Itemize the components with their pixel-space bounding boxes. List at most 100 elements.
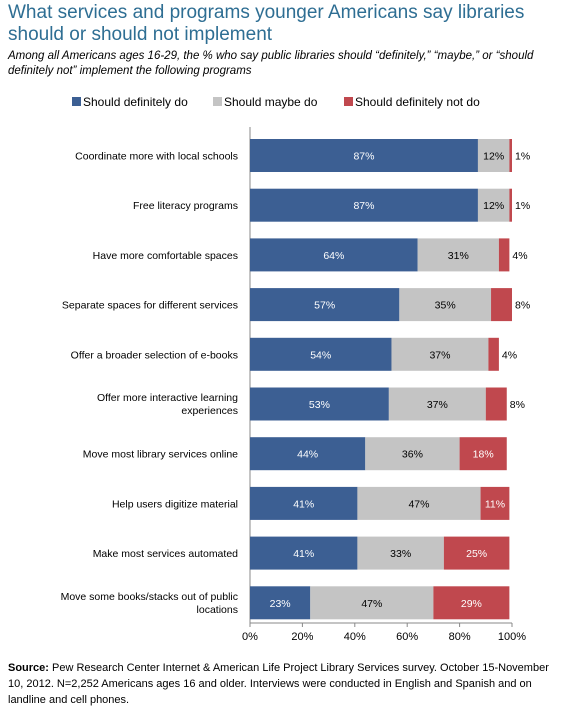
category-label: Move some books/stacks out of public loca… [61, 591, 238, 616]
data-label: 4% [512, 250, 527, 262]
bar-segment [399, 288, 492, 322]
bar-segment [250, 288, 400, 322]
x-tick-label: 0% [242, 631, 258, 643]
x-tick-label: 80% [449, 631, 471, 643]
data-label: 29% [461, 598, 482, 610]
bar-segment [250, 337, 392, 371]
data-label: 44% [297, 449, 318, 461]
data-label: 31% [448, 250, 469, 262]
data-label: 57% [314, 300, 335, 312]
source-note: Source: Pew Research Center Internet & A… [8, 660, 553, 708]
data-label: 1% [515, 151, 530, 163]
category-label-line: Coordinate more with local schools [75, 151, 238, 163]
bar-segment [477, 188, 510, 222]
data-label: 12% [483, 151, 504, 163]
data-label: 33% [390, 548, 411, 560]
bar-segment [388, 387, 486, 421]
category-label: Make most services automated [93, 548, 238, 560]
data-label: 37% [427, 399, 448, 411]
category-label-line: Free literacy programs [133, 200, 238, 212]
x-tick-label: 60% [396, 631, 418, 643]
category-label-line: Make most services automated [93, 548, 238, 560]
data-label: 87% [353, 200, 374, 212]
data-label: 36% [402, 449, 423, 461]
data-label: 87% [353, 151, 374, 163]
stacked-bar-chart: Should definitely do Should maybe do Shoul… [61, 95, 531, 643]
source-label: Source: [8, 662, 49, 674]
bar-segment [443, 536, 510, 570]
data-label: 47% [408, 498, 429, 510]
bar-segment [485, 387, 507, 421]
category-label-line: Move most library services online [83, 449, 238, 461]
data-label: 53% [309, 399, 330, 411]
bar-segment [357, 536, 444, 570]
bar-segment [250, 139, 478, 172]
bar-segment [250, 387, 389, 421]
bar-segment [459, 437, 507, 471]
legend-swatch-2 [213, 97, 222, 106]
data-label: 11% [485, 498, 505, 510]
bar-segment [250, 536, 358, 570]
legend-label-2: Should maybe do [224, 95, 318, 109]
bar-segment [250, 437, 366, 471]
chart-title: What services and programs younger Ameri… [8, 2, 525, 45]
category-label: Offer more interactive learning experienc… [97, 392, 238, 417]
category-label: Separate spaces for different services [62, 300, 238, 312]
category-label-line: experiences [181, 405, 238, 417]
bar-segment [491, 288, 512, 322]
category-label-line: Have more comfortable spaces [93, 250, 238, 262]
bar-segment [417, 238, 499, 272]
category-label: Move most library services online [83, 449, 238, 461]
data-label: 41% [293, 548, 314, 560]
bar-segment [498, 238, 510, 272]
data-label: 47% [361, 598, 382, 610]
data-label: 1% [515, 200, 530, 212]
bar-segment [310, 586, 434, 620]
bar-segment [391, 337, 489, 371]
bar-segment [480, 486, 510, 520]
x-tick-label: 40% [344, 631, 366, 643]
data-label: 4% [502, 349, 517, 361]
bar-segment [250, 586, 311, 620]
bar-segment [365, 437, 460, 471]
data-label: 23% [270, 598, 291, 610]
data-label: 25% [466, 548, 487, 560]
category-label-line: Help users digitize material [112, 498, 238, 510]
x-tick-label: 100% [498, 631, 526, 643]
bar-segment [477, 139, 510, 172]
bar-segment [250, 238, 418, 272]
category-label: Help users digitize material [112, 498, 238, 510]
data-label: 18% [473, 449, 494, 461]
chart-subtitle: Among all Americans ages 16-29, the % wh… [8, 50, 534, 77]
category-label-line: Offer a broader selection of e-books [71, 349, 238, 361]
category-label-line: locations [197, 604, 238, 616]
data-label: 54% [310, 349, 331, 361]
bar-segment [250, 486, 358, 520]
bar-segment [250, 188, 478, 222]
data-label: 12% [483, 200, 504, 212]
legend-swatch-3 [344, 97, 353, 106]
data-label: 64% [323, 250, 344, 262]
category-label: Have more comfortable spaces [93, 250, 238, 262]
category-label: Coordinate more with local schools [75, 151, 238, 163]
data-label: 8% [515, 300, 530, 312]
legend-swatch-1 [72, 97, 81, 106]
data-label: 35% [435, 300, 456, 312]
source-text: Pew Research Center Internet & American … [8, 662, 549, 706]
bar-segment [509, 188, 512, 222]
data-label: 41% [293, 498, 314, 510]
category-label-line: Move some books/stacks out of public [61, 591, 238, 603]
bar-segment [509, 139, 512, 172]
data-label: 37% [429, 349, 450, 361]
legend-label-3: Should definitely not do [355, 95, 480, 109]
category-label: Free literacy programs [133, 200, 238, 212]
category-label: Offer a broader selection of e-books [71, 349, 238, 361]
legend-label-1: Should definitely do [83, 95, 188, 109]
category-label-line: Offer more interactive learning [97, 392, 238, 404]
category-label-line: Separate spaces for different services [62, 300, 238, 312]
bar-segment [357, 486, 481, 520]
bar-segment [488, 337, 499, 371]
bar-segment [433, 586, 510, 620]
data-label: 8% [510, 399, 525, 411]
x-tick-label: 20% [291, 631, 313, 643]
